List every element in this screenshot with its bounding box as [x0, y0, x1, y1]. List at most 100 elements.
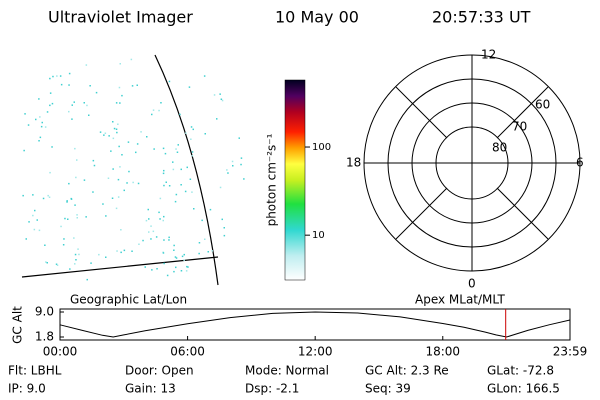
- pixel: [119, 166, 121, 168]
- pixel: [175, 193, 178, 196]
- pixel: [203, 75, 206, 77]
- pixel: [158, 211, 160, 214]
- pixel: [62, 244, 65, 246]
- pixel: [201, 219, 203, 222]
- pixel: [148, 231, 150, 233]
- x-tick-label: 18:00: [425, 345, 460, 359]
- pixel: [128, 170, 130, 173]
- pixel: [172, 168, 175, 171]
- pixel: [38, 140, 40, 142]
- pixel: [76, 214, 78, 216]
- pixel: [112, 168, 114, 170]
- pixel: [189, 178, 192, 180]
- info-field: Door: Open: [125, 364, 194, 378]
- pixel: [162, 147, 165, 150]
- pixel: [151, 113, 153, 116]
- pixel: [213, 94, 216, 96]
- y-tick-label: 9.0: [35, 305, 54, 319]
- info-field: Flt: LBHL: [8, 364, 62, 378]
- pixel: [32, 194, 34, 196]
- pixel: [177, 144, 179, 146]
- pixel: [23, 149, 25, 152]
- pixel: [173, 249, 175, 251]
- pixel: [52, 75, 54, 78]
- pixel: [123, 249, 126, 252]
- pixel: [112, 137, 115, 140]
- pixel: [86, 278, 88, 281]
- pixel: [226, 169, 228, 171]
- pixel: [221, 99, 224, 102]
- pixel: [76, 217, 78, 219]
- lat-label: 60: [535, 98, 550, 112]
- pixel: [121, 154, 123, 156]
- pixel: [116, 250, 118, 252]
- pixel: [240, 157, 243, 159]
- pixel: [172, 161, 174, 163]
- pixel: [60, 225, 62, 228]
- pixel: [71, 104, 73, 106]
- pixel: [107, 177, 110, 179]
- pixel: [117, 123, 119, 125]
- pixel: [76, 159, 78, 161]
- pixel: [119, 63, 121, 65]
- pixel: [168, 239, 170, 241]
- pixel: [192, 128, 194, 131]
- pixel: [127, 141, 130, 143]
- pixel: [151, 269, 153, 271]
- pixel: [191, 155, 194, 157]
- pixel: [83, 102, 85, 104]
- pixel: [49, 171, 51, 174]
- pixel: [44, 244, 46, 246]
- info-field: GLon: 166.5: [487, 382, 560, 396]
- pixel: [115, 102, 118, 104]
- pixel: [138, 243, 140, 245]
- x-tick-label: 23:59: [553, 345, 588, 359]
- pixel: [38, 229, 41, 232]
- mlt-label: 18: [346, 156, 361, 170]
- x-tick-label: 12:00: [298, 345, 333, 359]
- pixel: [44, 126, 47, 128]
- pixel: [190, 138, 192, 140]
- spoke: [395, 187, 448, 240]
- pixel: [155, 236, 158, 238]
- left-label: Geographic Lat/Lon: [70, 293, 187, 307]
- pixel: [162, 172, 165, 175]
- pixel: [103, 134, 105, 136]
- pixel: [131, 250, 133, 252]
- info-field: GC Alt: 2.3 Re: [365, 364, 449, 378]
- info-field: Seq: 39: [365, 382, 411, 396]
- pixel: [173, 244, 175, 247]
- pixel: [152, 109, 155, 111]
- pixel: [180, 184, 182, 186]
- colorbar-tick-label: 10: [312, 230, 325, 241]
- pixel: [59, 75, 62, 77]
- pixel: [105, 215, 107, 217]
- pixel: [223, 234, 226, 237]
- pixel: [38, 98, 40, 100]
- pixel: [70, 197, 72, 200]
- pixel: [137, 182, 140, 185]
- spoke: [496, 187, 549, 240]
- pixel: [73, 237, 75, 239]
- pixel: [42, 197, 45, 200]
- pixel: [184, 190, 187, 193]
- pixel: [130, 58, 133, 61]
- pixel: [204, 133, 206, 135]
- pixel: [135, 151, 137, 154]
- pixel: [216, 118, 218, 120]
- pixel: [63, 238, 65, 240]
- info-field: Dsp: -2.1: [245, 382, 299, 396]
- pixel: [198, 252, 200, 255]
- pixel: [191, 151, 194, 153]
- pixel: [180, 168, 182, 171]
- pixel: [198, 242, 201, 244]
- mlt-label: 6: [576, 156, 584, 170]
- pixel: [105, 256, 107, 258]
- pixel: [69, 268, 71, 270]
- pixel: [140, 131, 142, 133]
- pixel: [187, 266, 189, 268]
- pixel: [55, 263, 58, 265]
- pixel: [132, 181, 134, 184]
- altitude-line: [59, 311, 571, 338]
